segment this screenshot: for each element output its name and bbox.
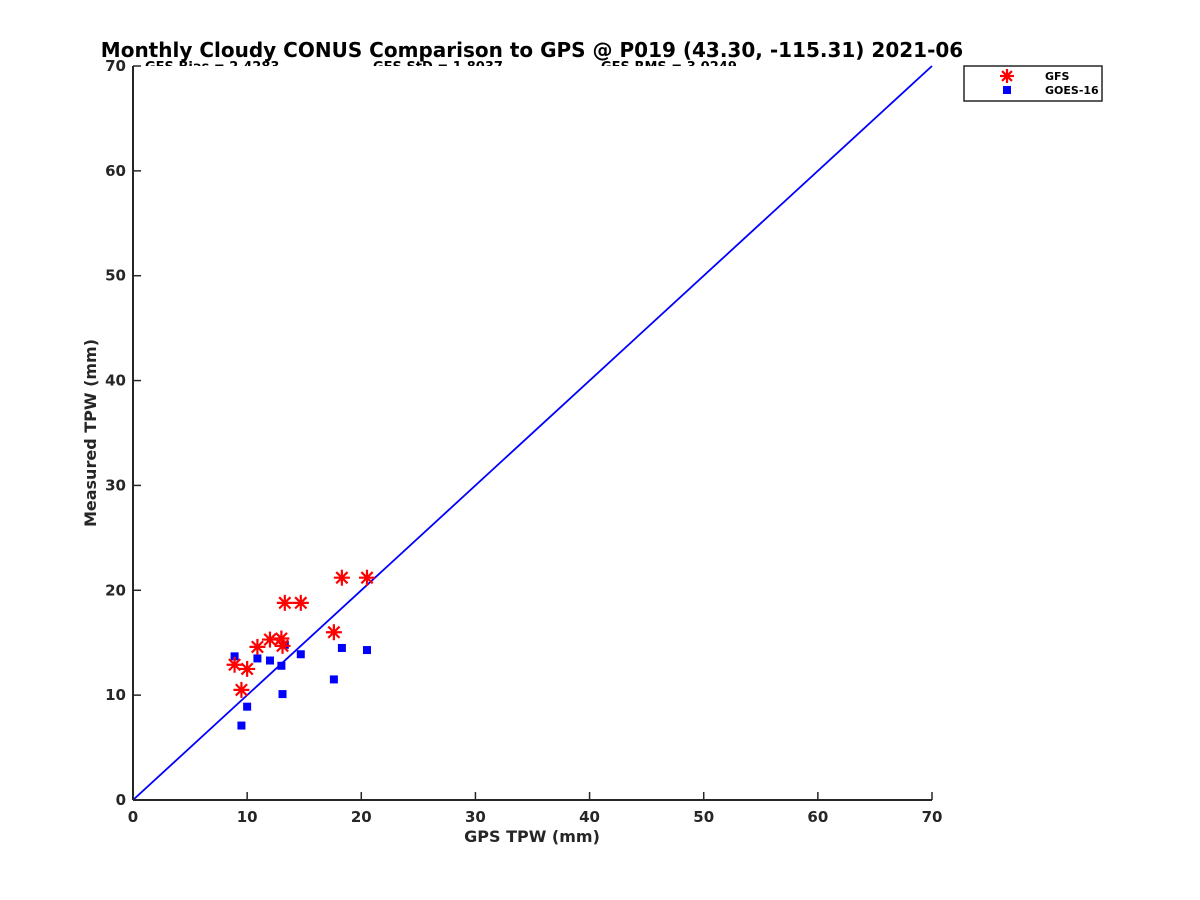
gfs-point xyxy=(333,569,350,586)
y-tick-label: 0 xyxy=(116,791,126,809)
x-tick-label: 50 xyxy=(693,808,714,826)
x-axis-ticks: 0 10 20 30 40 50 60 70 xyxy=(128,792,943,826)
goes-16-point xyxy=(277,661,286,670)
x-tick-label: 70 xyxy=(922,808,943,826)
gfs-point xyxy=(325,624,342,641)
gfs-point xyxy=(358,569,375,586)
goes-16-point xyxy=(362,646,371,655)
y-tick-label: 50 xyxy=(105,267,126,285)
goes-16-point xyxy=(253,654,262,663)
y-tick-label: 30 xyxy=(105,476,126,494)
goes-16-point xyxy=(337,643,346,652)
legend-marker-goes-16 xyxy=(1003,86,1011,94)
goes-16-point xyxy=(296,650,305,659)
y-axis-label: Measured TPW (mm) xyxy=(81,339,100,527)
x-tick-label: 30 xyxy=(465,808,486,826)
gfs-point xyxy=(226,656,243,673)
goes-16-point xyxy=(230,652,239,661)
goes-16-point xyxy=(237,721,246,730)
gfs-point xyxy=(292,594,309,611)
legend-box xyxy=(963,65,1103,102)
goes-16-point xyxy=(329,675,338,684)
x-tick-label: 20 xyxy=(351,808,372,826)
x-tick-label: 10 xyxy=(237,808,258,826)
legend-marker-gfs xyxy=(1000,69,1014,83)
gfs-point xyxy=(249,638,266,655)
x-tick-label: 60 xyxy=(807,808,828,826)
one-to-one-line xyxy=(132,65,933,801)
legend-label: GOES-16 xyxy=(1045,84,1099,97)
data-points xyxy=(226,569,375,730)
y-tick-label: 40 xyxy=(105,372,126,390)
y-tick-label: 70 xyxy=(105,57,126,75)
x-axis-label: GPS TPW (mm) xyxy=(464,827,600,846)
legend-label: GFS xyxy=(1045,70,1070,83)
y-axis-ticks: 0 10 20 30 40 50 60 70 xyxy=(105,57,141,809)
y-tick-label: 20 xyxy=(105,581,126,599)
gfs-point xyxy=(233,681,250,698)
goes-16-point xyxy=(243,702,252,711)
gfs-point xyxy=(274,637,291,654)
gfs-point xyxy=(239,660,256,677)
reference-line-group xyxy=(132,65,933,801)
goes-16-point xyxy=(278,690,287,699)
goes-16-point xyxy=(265,656,274,665)
gfs-point xyxy=(276,594,293,611)
x-tick-label: 40 xyxy=(579,808,600,826)
x-tick-label: 0 xyxy=(128,808,138,826)
y-tick-label: 60 xyxy=(105,162,126,180)
y-tick-label: 10 xyxy=(105,686,126,704)
chart-title: Monthly Cloudy CONUS Comparison to GPS @… xyxy=(101,38,963,62)
